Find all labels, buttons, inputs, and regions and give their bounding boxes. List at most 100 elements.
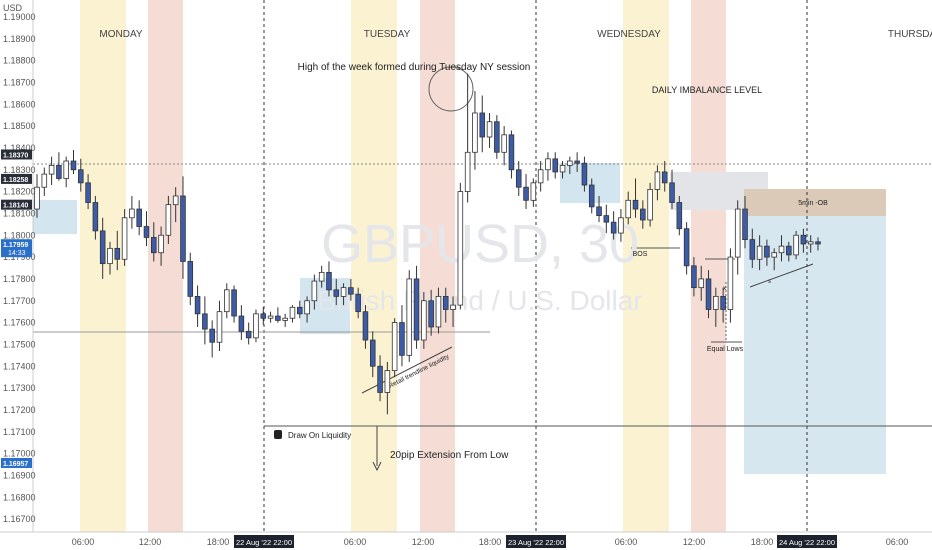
candle-98 xyxy=(749,228,756,268)
candle-54 xyxy=(428,289,434,336)
candle-body xyxy=(362,311,369,341)
candle-body xyxy=(815,241,821,245)
candle-20 xyxy=(180,176,186,279)
candle-14 xyxy=(136,200,142,236)
candle-body xyxy=(691,265,697,289)
candle-body xyxy=(421,300,427,341)
price-tick-label: 1.18900 xyxy=(3,34,36,44)
candle-51 xyxy=(406,270,413,362)
candle-41 xyxy=(333,278,340,306)
candle-body xyxy=(406,278,413,356)
candle-87 xyxy=(669,169,675,210)
price-tag-label: 1.18258 xyxy=(3,177,28,184)
day-label: MONDAY xyxy=(99,29,142,40)
candle-body xyxy=(552,158,559,173)
price-tick-label: 1.18600 xyxy=(3,99,36,109)
candle-body xyxy=(537,169,544,184)
price-tick-label: 1.18300 xyxy=(3,165,36,175)
candle-48 xyxy=(384,361,391,415)
date-tag-bg xyxy=(777,535,837,548)
candle-body xyxy=(734,208,741,258)
price-tick-label: 1.17100 xyxy=(3,427,36,437)
candle-body xyxy=(698,278,704,289)
candle-body xyxy=(209,328,215,343)
candle-body xyxy=(180,195,186,262)
target-zone xyxy=(744,216,886,474)
candle-91 xyxy=(698,265,704,301)
candle-body xyxy=(369,339,376,367)
price-tick-label: 1.17400 xyxy=(3,361,36,371)
candle-body xyxy=(78,169,84,184)
time-tick-label: 18:00 xyxy=(479,537,502,547)
description-watermark: British Pound / U.S. Dollar xyxy=(317,285,642,316)
date-tag-label: 22 Aug '22 22:00 xyxy=(236,538,292,547)
candle-body xyxy=(603,215,610,223)
candle-56 xyxy=(442,287,449,323)
candle-body xyxy=(472,112,478,153)
price-tag-bg xyxy=(1,199,32,210)
candle-70 xyxy=(545,152,551,181)
candle-86 xyxy=(661,161,668,192)
bos-label: BOS xyxy=(633,251,648,258)
candle-89 xyxy=(683,222,690,275)
candle-90 xyxy=(691,257,697,297)
candle-24 xyxy=(209,320,215,358)
price-tag-label: 1.17959 xyxy=(3,242,28,249)
candle-95 xyxy=(727,248,734,323)
candle-59 xyxy=(464,73,471,203)
candle-body xyxy=(121,217,128,260)
candle-47 xyxy=(377,355,383,402)
candle-76 xyxy=(588,178,595,214)
candle-80 xyxy=(618,209,624,242)
candle-73 xyxy=(567,156,573,175)
candle-69 xyxy=(537,161,544,192)
time-axis xyxy=(0,532,932,550)
price-tick-label: 1.18400 xyxy=(3,143,36,153)
candle-body xyxy=(202,313,208,330)
candle-body xyxy=(574,160,580,164)
candle-63 xyxy=(494,115,500,159)
candle-39 xyxy=(318,265,325,288)
candle-body xyxy=(486,121,493,138)
candle-body xyxy=(428,300,434,328)
ny-session-band-mon xyxy=(148,0,183,532)
small-x-label: x xyxy=(723,286,726,292)
candle-body xyxy=(340,287,347,297)
candle-72 xyxy=(559,161,566,179)
candle-88 xyxy=(676,195,683,236)
candle-27 xyxy=(231,285,237,323)
price-tick-label: 1.16900 xyxy=(3,470,36,480)
day-label: WEDNESDAY xyxy=(597,29,661,40)
date-tag-bg xyxy=(234,535,294,548)
candle-body xyxy=(581,162,588,186)
ascending-trendline xyxy=(749,263,814,288)
candle-body xyxy=(99,230,106,265)
candle-7 xyxy=(85,174,91,210)
time-tick-label: 06:00 xyxy=(344,537,367,547)
candle-85 xyxy=(654,165,661,201)
candle-79 xyxy=(610,211,617,240)
candle-66 xyxy=(515,161,522,196)
candle-body xyxy=(450,304,456,310)
candle-body xyxy=(348,287,354,295)
candle-body xyxy=(172,195,179,206)
candle-body xyxy=(508,134,515,171)
price-tick-label: 1.18100 xyxy=(3,208,36,218)
price-tag-label: 1.18140 xyxy=(3,203,28,210)
candle-body xyxy=(158,234,164,254)
candle-body xyxy=(238,315,245,332)
candle-body xyxy=(567,160,573,166)
candle-22 xyxy=(194,285,201,327)
candle-38 xyxy=(311,274,318,310)
candle-body xyxy=(245,330,252,339)
candle-60 xyxy=(472,91,478,170)
candle-body xyxy=(70,160,77,171)
candle-68 xyxy=(530,178,537,207)
candle-body xyxy=(654,171,661,190)
candle-body xyxy=(559,164,566,173)
candle-body xyxy=(457,191,464,306)
candle-104 xyxy=(793,230,799,260)
